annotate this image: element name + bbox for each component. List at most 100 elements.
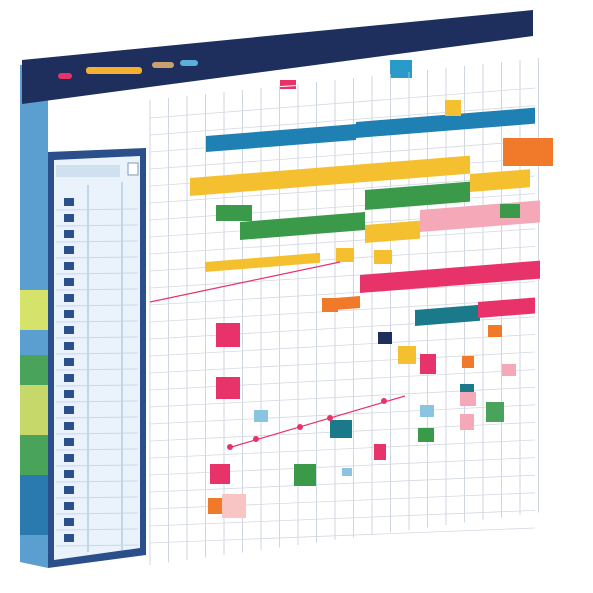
row-icon xyxy=(64,454,74,462)
grid-row xyxy=(149,369,536,391)
grid-row xyxy=(149,228,536,255)
task-block xyxy=(294,464,316,486)
task-bar xyxy=(415,304,480,326)
grid-row xyxy=(149,298,536,323)
header-marker xyxy=(390,60,412,78)
row-icon xyxy=(64,294,74,302)
task-block xyxy=(500,204,520,218)
row-icon xyxy=(64,406,74,414)
dependency-dot xyxy=(381,398,387,404)
row-line xyxy=(55,448,139,451)
row-line xyxy=(55,320,139,323)
row-icon xyxy=(64,390,74,398)
grid-row xyxy=(149,140,536,170)
task-block xyxy=(208,498,222,514)
task-block xyxy=(418,428,434,442)
dependency-line xyxy=(149,261,341,303)
task-bar xyxy=(360,260,540,293)
strip-block xyxy=(20,475,48,535)
task-block xyxy=(503,138,553,166)
row-line xyxy=(55,352,139,355)
header-marker xyxy=(280,80,296,89)
row-line xyxy=(55,336,139,339)
header-pill xyxy=(86,67,142,74)
row-icon xyxy=(64,262,74,270)
task-bar xyxy=(205,252,320,272)
row-line xyxy=(55,400,139,403)
grid-row xyxy=(149,439,536,459)
row-line xyxy=(55,288,139,291)
task-block xyxy=(445,100,461,116)
header-pill xyxy=(180,60,198,66)
grid-row xyxy=(149,87,536,119)
row-icon xyxy=(64,486,74,494)
grid-row xyxy=(149,351,536,374)
strip-block xyxy=(20,290,48,330)
task-block xyxy=(210,464,230,484)
row-line xyxy=(55,464,139,467)
row-icon xyxy=(64,470,74,478)
row-icon xyxy=(64,246,74,254)
task-block xyxy=(222,494,246,518)
row-line xyxy=(55,224,139,227)
task-block xyxy=(322,298,338,312)
grid-row xyxy=(149,334,536,357)
task-bar xyxy=(365,181,470,210)
task-block xyxy=(420,405,434,417)
task-bar xyxy=(206,124,356,152)
row-line xyxy=(55,256,139,259)
task-block xyxy=(460,414,474,430)
grid-row xyxy=(149,492,536,510)
task-block xyxy=(398,346,416,364)
row-line xyxy=(55,528,139,531)
task-block xyxy=(488,325,502,337)
task-block xyxy=(216,377,240,399)
task-bar xyxy=(420,200,540,232)
row-icon xyxy=(64,326,74,334)
sidebar-search xyxy=(56,165,120,177)
row-line xyxy=(55,496,139,499)
row-line xyxy=(55,416,139,419)
row-icon xyxy=(64,502,74,510)
row-icon xyxy=(64,230,74,238)
task-block xyxy=(254,410,268,422)
header-rule xyxy=(59,77,421,101)
row-icon xyxy=(64,374,74,382)
row-icon xyxy=(64,310,74,318)
grid-row xyxy=(149,474,536,493)
row-icon xyxy=(64,198,74,206)
task-block xyxy=(216,205,252,221)
grid-row xyxy=(149,510,536,527)
row-line xyxy=(55,272,139,275)
row-line xyxy=(55,512,139,515)
header-pill xyxy=(58,73,72,79)
dependency-dot xyxy=(327,415,333,421)
strip-block xyxy=(20,435,48,475)
sidebar-button xyxy=(127,162,139,176)
strip-block xyxy=(20,355,48,385)
row-icon xyxy=(64,534,74,542)
row-line xyxy=(55,304,139,307)
task-bar xyxy=(335,296,360,310)
grid-row xyxy=(149,386,536,408)
row-icon xyxy=(64,358,74,366)
grid-row xyxy=(149,105,536,136)
row-line xyxy=(55,240,139,243)
task-bar xyxy=(478,297,535,318)
dependency-dot xyxy=(227,444,233,450)
grid-row xyxy=(149,281,536,306)
task-block xyxy=(486,402,504,422)
task-block xyxy=(330,420,352,438)
dependency-dot xyxy=(253,436,259,442)
task-block xyxy=(420,354,436,374)
row-icon xyxy=(64,422,74,430)
row-line xyxy=(55,368,139,371)
grid-row xyxy=(149,527,536,544)
task-bar xyxy=(190,155,470,196)
row-line xyxy=(55,480,139,483)
header xyxy=(22,10,533,104)
row-line xyxy=(55,432,139,435)
task-block xyxy=(374,444,386,460)
